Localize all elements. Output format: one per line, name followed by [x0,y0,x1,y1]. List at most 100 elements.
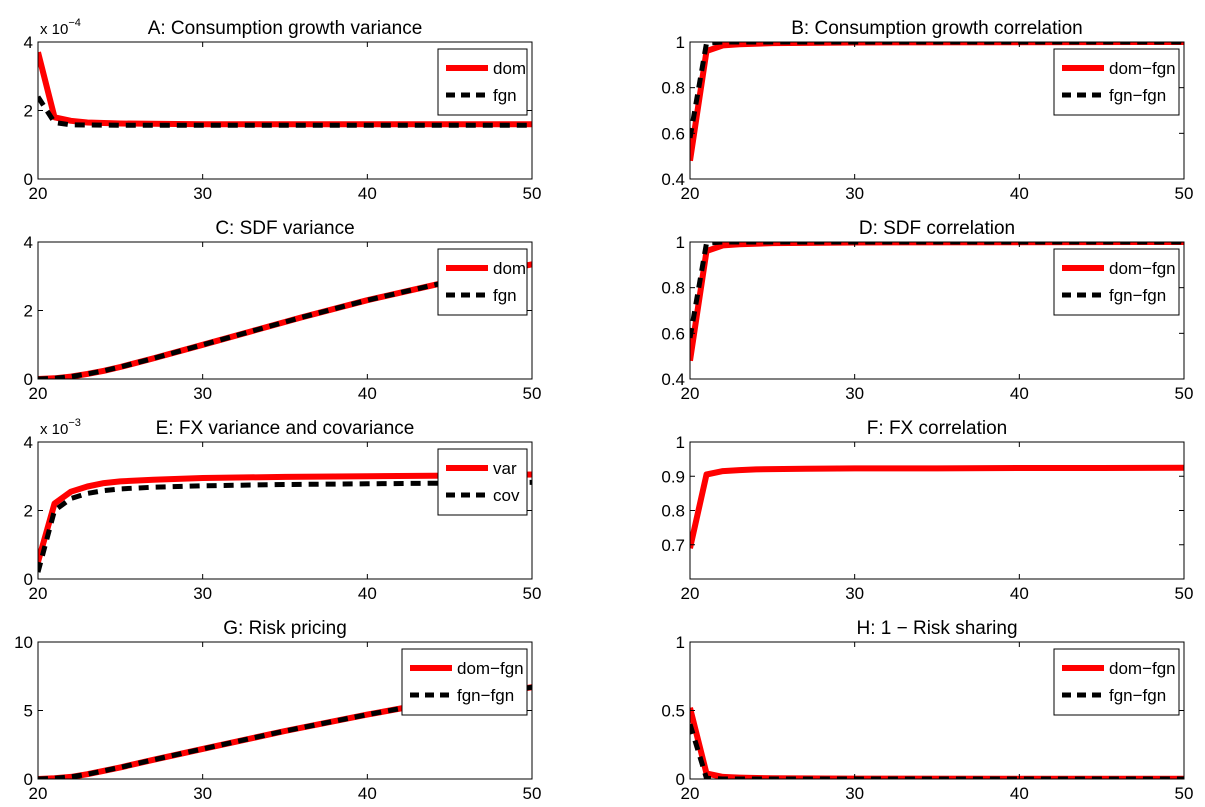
panel-d: D: SDF correlation 20 30 40 50 0.4 0.6 0.8 1 dom−… [661,218,1193,403]
y-tick-label: 2 [24,302,33,321]
series-line-dom [38,261,532,379]
legend: dom−fgn fgn−fgn [401,648,528,716]
series-line-main [690,464,1184,549]
x-tick-label: 20 [29,784,48,803]
x-tick-label: 50 [523,584,542,603]
panel-h: H: 1 − Risk sharing 20 30 40 50 0 0.5 1 dom−fgn f… [661,618,1193,803]
y-tick-label: 0.6 [661,124,685,143]
axes-box [689,441,1185,580]
y-tick-label: 4 [24,433,33,452]
legend-label: fgn [493,86,517,105]
x-tick-label: 20 [681,784,700,803]
x-tick-label: 50 [523,384,542,403]
y-tick-label: 0 [24,370,33,389]
panel-title: H: 1 − Risk sharing [856,618,1017,639]
y-tick-label: 0.8 [661,79,685,98]
series-line-dom-fgn [690,707,1184,779]
y-tick-label: 0 [24,170,33,189]
x-tick-label: 30 [193,384,212,403]
panel-title: B: Consumption growth correlation [791,18,1082,39]
series-line-fgn-fgn [690,723,1184,779]
series-line-fgn [38,95,532,128]
x-tick-label: 20 [29,384,48,403]
legend-label: dom−fgn [1109,59,1176,78]
y-tick-label: 0 [676,770,685,789]
y-tick-label: 0.8 [661,279,685,298]
x-tick-label: 20 [681,584,700,603]
panel-c: C: SDF variance 20 30 40 50 0 2 4 dom fgn [24,218,542,403]
axes-box [689,241,1185,380]
legend-label: var [493,459,517,478]
y-tick-label: 10 [14,633,33,652]
y-tick-label: 5 [24,702,33,721]
x-tick-label: 40 [358,784,377,803]
legend-label: dom−fgn [1109,659,1176,678]
legend-label: fgn−fgn [457,686,514,705]
legend: dom fgn [437,48,528,116]
y-tick-label: 0.9 [661,467,685,486]
x-tick-label: 40 [358,584,377,603]
legend: dom−fgn fgn−fgn [1053,648,1180,716]
x-tick-label: 20 [681,384,700,403]
panel-f: F: FX correlation 20 30 40 50 0.7 0.8 0.9 1 [661,418,1193,603]
y-tick-label: 0.7 [661,536,685,555]
y-tick-label: 0 [24,570,33,589]
y-tick-label: 0.5 [661,702,685,721]
series-line-fgn-fgn [38,684,532,779]
y-tick-label: 2 [24,102,33,121]
legend-label: fgn−fgn [1109,86,1166,105]
x-tick-label: 30 [845,384,864,403]
x-tick-label: 50 [1175,784,1194,803]
x-tick-label: 40 [1010,784,1029,803]
legend-label: dom [493,59,526,78]
legend-label: dom [493,259,526,278]
panel-g: G: Risk pricing 20 30 40 50 0 5 10 dom−fgn fgn−fg… [14,618,541,803]
x-tick-label: 30 [845,584,864,603]
x-tick-label: 50 [523,184,542,203]
x-tick-label: 40 [1010,384,1029,403]
y-tick-label: 1 [676,433,685,452]
x-tick-label: 30 [193,584,212,603]
y-tick-label: 4 [24,233,33,252]
y-tick-label: 0.4 [661,170,685,189]
panel-title: F: FX correlation [867,418,1007,439]
legend: dom−fgn fgn−fgn [1053,248,1180,316]
axes-box [689,41,1185,180]
x-tick-label: 50 [1175,184,1194,203]
x-tick-label: 40 [358,384,377,403]
x-tick-label: 50 [523,784,542,803]
axis-multiplier: x 10−4 [40,17,81,38]
x-tick-label: 20 [29,584,48,603]
y-tick-label: 1 [676,33,685,52]
y-tick-label: 0.8 [661,502,685,521]
legend: dom fgn [437,248,528,316]
x-tick-label: 20 [29,184,48,203]
x-tick-label: 30 [193,184,212,203]
legend-label: dom−fgn [457,659,524,678]
panel-title: E: FX variance and covariance [156,418,415,439]
y-tick-label: 0.4 [661,370,685,389]
series-line-cov [38,479,532,573]
x-tick-label: 40 [358,184,377,203]
x-tick-label: 50 [1175,384,1194,403]
series-line-dom [38,51,532,128]
x-tick-label: 30 [845,784,864,803]
panel-b: B: Consumption growth correlation 20 30 40 5… [661,18,1193,203]
y-tick-label: 0.6 [661,324,685,343]
axis-multiplier: x 10−3 [40,417,81,438]
legend: dom−fgn fgn−fgn [1053,48,1180,116]
legend-label: fgn−fgn [1109,286,1166,305]
legend: var cov [437,448,528,516]
legend-label: fgn−fgn [1109,686,1166,705]
legend-label: dom−fgn [1109,259,1176,278]
y-tick-label: 2 [24,502,33,521]
y-tick-label: 0 [24,770,33,789]
panel-title: C: SDF variance [215,218,354,239]
x-tick-label: 30 [193,784,212,803]
series-line-var [38,471,532,563]
y-tick-label: 1 [676,633,685,652]
panel-title: A: Consumption growth variance [148,18,423,39]
